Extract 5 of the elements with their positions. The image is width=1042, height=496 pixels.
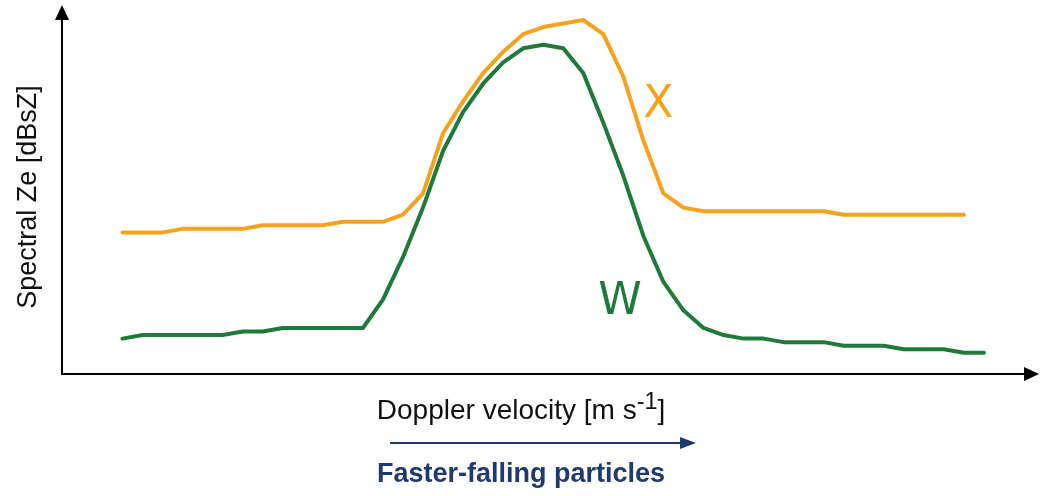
series-label: X [643,75,674,127]
series-label: W [598,273,642,325]
text: Faster-falling particles [375,458,667,489]
x-axis-title: Doppler velocity [m s$^{-1}$] [375,388,667,427]
y-axis-title: Spectral Ze [dBsZ] [11,85,42,309]
